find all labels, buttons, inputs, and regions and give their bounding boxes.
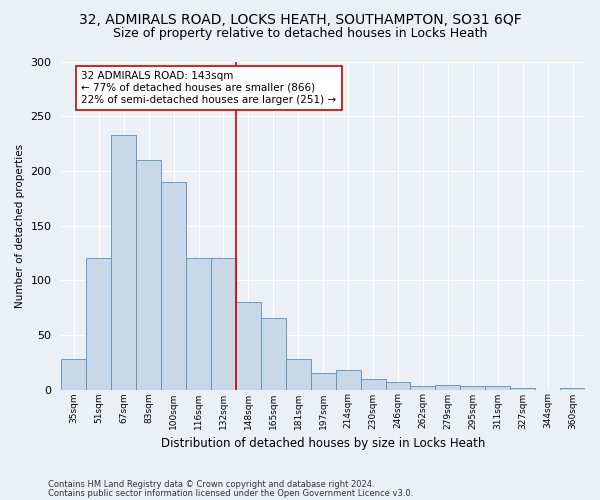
Text: Size of property relative to detached houses in Locks Heath: Size of property relative to detached ho… <box>113 28 487 40</box>
Bar <box>485 386 510 390</box>
Bar <box>361 378 386 390</box>
Bar <box>335 370 361 390</box>
Text: 32 ADMIRALS ROAD: 143sqm
← 77% of detached houses are smaller (866)
22% of semi-: 32 ADMIRALS ROAD: 143sqm ← 77% of detach… <box>82 72 337 104</box>
X-axis label: Distribution of detached houses by size in Locks Heath: Distribution of detached houses by size … <box>161 437 485 450</box>
Text: Contains public sector information licensed under the Open Government Licence v3: Contains public sector information licen… <box>48 488 413 498</box>
Bar <box>436 385 460 390</box>
Bar <box>560 388 585 390</box>
Bar <box>161 182 186 390</box>
Bar <box>261 318 286 390</box>
Bar <box>86 258 111 390</box>
Bar <box>61 359 86 390</box>
Bar <box>311 373 335 390</box>
Bar <box>510 388 535 390</box>
Bar <box>236 302 261 390</box>
Text: 32, ADMIRALS ROAD, LOCKS HEATH, SOUTHAMPTON, SO31 6QF: 32, ADMIRALS ROAD, LOCKS HEATH, SOUTHAMP… <box>79 12 521 26</box>
Bar <box>286 359 311 390</box>
Bar <box>186 258 211 390</box>
Bar <box>211 258 236 390</box>
Bar <box>386 382 410 390</box>
Bar <box>460 386 485 390</box>
Text: Contains HM Land Registry data © Crown copyright and database right 2024.: Contains HM Land Registry data © Crown c… <box>48 480 374 489</box>
Bar <box>410 386 436 390</box>
Y-axis label: Number of detached properties: Number of detached properties <box>15 144 25 308</box>
Bar <box>111 135 136 390</box>
Bar <box>136 160 161 390</box>
